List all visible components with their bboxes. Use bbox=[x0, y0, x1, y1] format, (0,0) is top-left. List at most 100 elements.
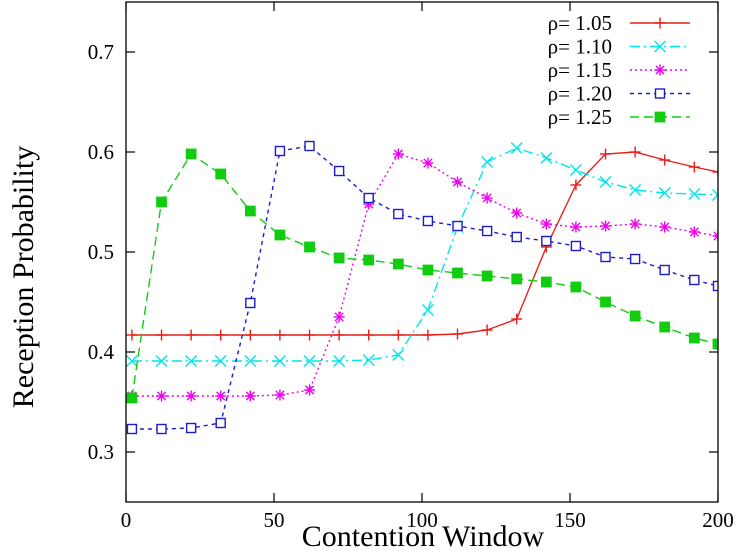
data-point bbox=[244, 355, 257, 367]
plot-frame bbox=[125, 1, 719, 503]
y-axis-title: Reception Probability bbox=[7, 146, 40, 408]
data-point bbox=[363, 329, 375, 341]
data-point bbox=[185, 329, 197, 341]
data-point bbox=[185, 148, 197, 160]
data-point bbox=[511, 207, 523, 219]
data-point bbox=[659, 221, 671, 233]
series-5 bbox=[126, 148, 718, 404]
data-point bbox=[185, 390, 197, 402]
y-tick-label: 0.7 bbox=[88, 40, 114, 64]
legend-marker bbox=[654, 64, 666, 76]
data-point bbox=[688, 188, 701, 200]
data-point bbox=[712, 338, 718, 350]
y-tick-label: 0.3 bbox=[88, 440, 114, 464]
data-point bbox=[274, 389, 286, 401]
plot-area bbox=[126, 140, 718, 435]
data-point bbox=[511, 313, 523, 325]
legend-label: ρ= 1.20 bbox=[548, 82, 612, 106]
data-point bbox=[244, 390, 256, 402]
data-point bbox=[712, 230, 718, 242]
data-point bbox=[392, 349, 405, 361]
data-point bbox=[422, 329, 434, 341]
data-point bbox=[155, 355, 168, 367]
legend-marker bbox=[654, 88, 666, 99]
data-point bbox=[689, 274, 700, 286]
data-point bbox=[712, 166, 718, 178]
data-point bbox=[600, 251, 611, 263]
data-point bbox=[570, 179, 582, 191]
data-point bbox=[333, 355, 346, 367]
legend-label: ρ= 1.15 bbox=[548, 58, 612, 82]
data-point bbox=[481, 225, 493, 237]
data-point bbox=[273, 355, 286, 367]
x-tick-label: 50 bbox=[264, 508, 285, 532]
data-point bbox=[569, 164, 582, 176]
data-point bbox=[481, 192, 493, 204]
axes: 0 50 100 150 200 0.3 0.4 0.5 0.6 0.7 bbox=[88, 1, 734, 532]
data-point bbox=[244, 205, 256, 217]
data-point bbox=[304, 241, 315, 253]
data-point bbox=[185, 422, 197, 434]
data-point bbox=[156, 329, 168, 341]
data-point bbox=[363, 254, 375, 266]
data-point bbox=[126, 355, 138, 367]
data-point bbox=[156, 196, 167, 208]
data-point bbox=[244, 329, 256, 341]
data-point bbox=[659, 154, 671, 166]
data-point bbox=[126, 329, 138, 341]
legend-entry: ρ= 1.15 bbox=[548, 58, 690, 82]
data-point bbox=[126, 392, 138, 404]
series-line-4 bbox=[131, 145, 718, 430]
data-point bbox=[481, 324, 493, 336]
data-point bbox=[274, 329, 286, 341]
legend-label: ρ= 1.05 bbox=[548, 11, 612, 35]
data-point bbox=[422, 215, 434, 227]
series-line-5 bbox=[131, 153, 718, 399]
legend-label: ρ= 1.25 bbox=[548, 105, 612, 129]
x-axis-title: Contention Window bbox=[302, 520, 545, 553]
legend-entry: ρ= 1.20 bbox=[548, 82, 690, 106]
data-point bbox=[570, 240, 582, 252]
data-point bbox=[333, 165, 345, 177]
data-point bbox=[510, 142, 523, 154]
data-point bbox=[540, 218, 552, 230]
data-point bbox=[629, 218, 641, 230]
series-3 bbox=[126, 148, 718, 402]
series-4 bbox=[126, 140, 718, 435]
data-point bbox=[274, 229, 286, 241]
data-point bbox=[481, 270, 493, 282]
data-point bbox=[215, 168, 227, 180]
legend-entry: ρ= 1.10 bbox=[548, 35, 690, 59]
data-point bbox=[392, 258, 404, 270]
data-point bbox=[304, 384, 316, 396]
data-point bbox=[688, 226, 700, 238]
data-point bbox=[599, 176, 612, 188]
y-tick-label: 0.4 bbox=[88, 340, 115, 364]
data-point bbox=[629, 146, 641, 158]
data-point bbox=[392, 148, 404, 160]
data-point bbox=[185, 355, 198, 367]
data-point bbox=[393, 208, 404, 220]
x-tick-label: 150 bbox=[554, 508, 586, 532]
y-tick-label: 0.5 bbox=[88, 240, 114, 264]
data-point bbox=[245, 297, 256, 309]
legend-marker bbox=[654, 40, 666, 53]
data-point bbox=[629, 310, 641, 322]
data-point bbox=[600, 296, 611, 308]
data-point bbox=[303, 355, 316, 367]
data-point bbox=[333, 311, 345, 323]
data-point bbox=[600, 148, 612, 160]
data-point bbox=[659, 321, 671, 333]
data-point bbox=[452, 267, 463, 279]
data-point bbox=[629, 184, 642, 196]
series-2 bbox=[126, 142, 718, 367]
data-point bbox=[600, 220, 612, 232]
data-point bbox=[688, 161, 700, 173]
data-point bbox=[540, 152, 553, 164]
data-point bbox=[511, 231, 522, 243]
data-point bbox=[629, 253, 641, 265]
data-point bbox=[304, 329, 316, 341]
data-point bbox=[156, 423, 167, 435]
y-tick-label: 0.6 bbox=[88, 140, 114, 164]
